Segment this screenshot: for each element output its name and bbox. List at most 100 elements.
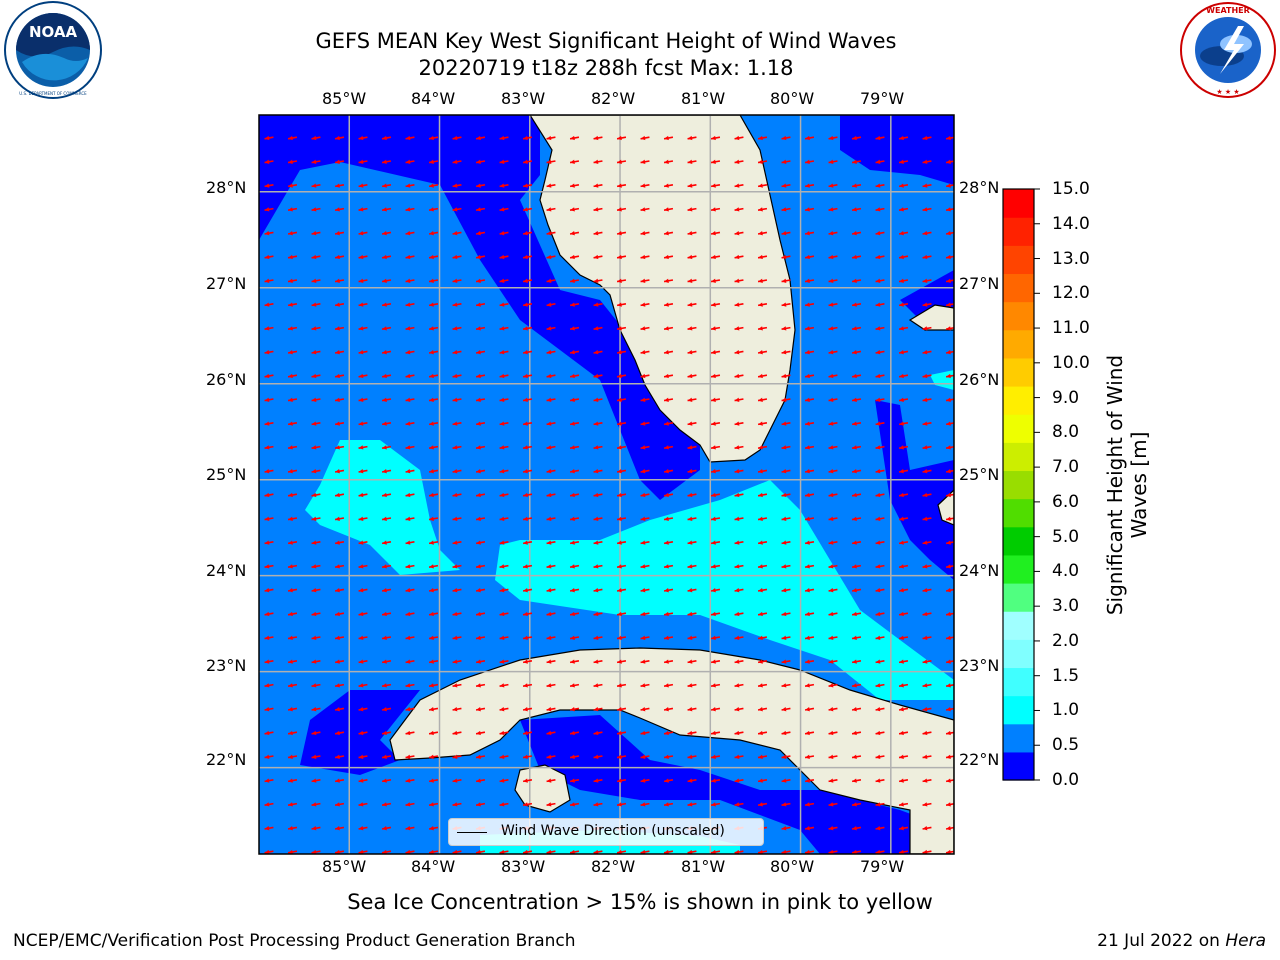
- wind-arrow: [311, 469, 321, 474]
- wind-arrow: [922, 302, 932, 307]
- wind-arrow: [875, 849, 885, 854]
- wind-arrow: [546, 254, 556, 260]
- wind-arrow: [663, 635, 674, 640]
- wind-arrow: [781, 659, 791, 664]
- wind-arrow: [569, 135, 580, 141]
- wind-arrow: [710, 588, 721, 593]
- wind-arrow: [264, 516, 274, 521]
- wind-arrow: [640, 611, 650, 617]
- wind-arrow: [734, 707, 744, 712]
- wind-arrow: [710, 849, 721, 854]
- wind-arrow: [828, 683, 838, 688]
- wind-arrow: [851, 611, 862, 617]
- wind-arrow: [687, 730, 697, 736]
- wind-arrow: [405, 421, 415, 426]
- footer-date-text: 21 Jul 2022 on: [1097, 931, 1226, 951]
- wind-arrow: [358, 730, 368, 736]
- wind-arrow: [287, 326, 298, 331]
- wind-arrow: [287, 707, 298, 712]
- wind-arrow: [804, 802, 815, 807]
- wind-arrow: [334, 516, 345, 521]
- wind-arrow: [851, 730, 862, 736]
- wind-arrow: [687, 254, 697, 260]
- wind-arrow: [804, 326, 815, 331]
- wind-arrow: [381, 302, 392, 307]
- wind-arrow: [475, 540, 486, 545]
- wind-arrow: [593, 421, 603, 426]
- wind-arrow: [922, 540, 932, 545]
- wind-arrow: [616, 588, 627, 593]
- wind-arrow: [875, 635, 885, 640]
- wind-arrow: [264, 849, 274, 854]
- wind-arrow: [311, 826, 321, 831]
- wind-arrow: [452, 350, 462, 355]
- wind-arrow: [311, 421, 321, 426]
- wind-arrow: [640, 707, 650, 712]
- wind-arrow: [358, 635, 368, 640]
- wind-arrow: [311, 683, 321, 688]
- colorbar-segment: [1003, 245, 1034, 275]
- wind-arrow: [781, 278, 791, 283]
- wind-arrow: [311, 540, 321, 545]
- wind-arrow: [593, 350, 603, 355]
- wind-arrow: [287, 445, 298, 450]
- wind-arrow: [428, 611, 439, 617]
- wind-arrow: [875, 516, 885, 521]
- wind-arrow: [710, 754, 721, 759]
- wind-arrow: [922, 492, 932, 498]
- colorbar-segment: [1003, 723, 1034, 753]
- wind-arrow: [522, 730, 533, 736]
- wind-arrow: [499, 421, 509, 426]
- wind-arrow: [475, 516, 486, 521]
- wind-arrow: [757, 254, 768, 260]
- wind-arrow: [334, 849, 345, 854]
- wind-arrow: [546, 802, 556, 807]
- wind-arrow: [616, 397, 627, 402]
- wind-arrow: [616, 254, 627, 260]
- wind-arrow: [828, 469, 838, 474]
- wind-arrow: [381, 326, 392, 331]
- wind-arrow: [311, 778, 321, 783]
- wind-arrow: [875, 826, 885, 831]
- wind-arrow: [569, 635, 580, 640]
- wind-arrow: [381, 754, 392, 759]
- wind-arrow: [757, 849, 768, 854]
- wind-arrow: [781, 207, 791, 212]
- wind-arrow: [475, 278, 486, 283]
- svg-text:★ ★ ★: ★ ★ ★: [1216, 88, 1239, 96]
- wind-arrow: [381, 826, 392, 831]
- wind-arrow: [804, 183, 815, 188]
- wind-arrow: [264, 469, 274, 474]
- wind-arrow: [569, 659, 580, 664]
- wind-arrow: [687, 135, 697, 141]
- wind-arrow: [781, 611, 791, 617]
- wind-arrow: [287, 778, 298, 783]
- wind-arrow: [546, 659, 556, 664]
- wind-arrow: [452, 183, 462, 188]
- wind-arrow: [264, 254, 274, 260]
- wind-arrow: [381, 564, 392, 569]
- colorbar-segment: [1003, 301, 1034, 331]
- wind-arrow: [546, 730, 556, 736]
- lat-tick-left: 24°N: [206, 561, 247, 580]
- wind-arrow: [287, 826, 298, 831]
- wind-arrow: [381, 397, 392, 402]
- wind-arrow: [264, 588, 274, 593]
- wind-arrow: [428, 683, 439, 688]
- wind-arrow: [452, 492, 462, 498]
- colorbar-label: Significant Height of Wind Waves [m]: [1103, 355, 1151, 615]
- wind-arrow: [405, 611, 415, 617]
- wind-arrow: [616, 183, 627, 188]
- wind-arrow: [804, 516, 815, 521]
- wind-arrow: [851, 397, 862, 402]
- wind-arrow: [522, 564, 533, 569]
- wind-arrow: [569, 730, 580, 736]
- colorbar-segment: [1003, 386, 1034, 415]
- wind-arrow: [804, 826, 815, 831]
- wind-arrow: [546, 135, 556, 141]
- colorbar-segment: [1003, 498, 1034, 528]
- wind-arrow: [781, 492, 791, 498]
- wind-arrow: [851, 516, 862, 521]
- wind-arrow: [593, 754, 603, 759]
- wind-arrow: [358, 588, 368, 593]
